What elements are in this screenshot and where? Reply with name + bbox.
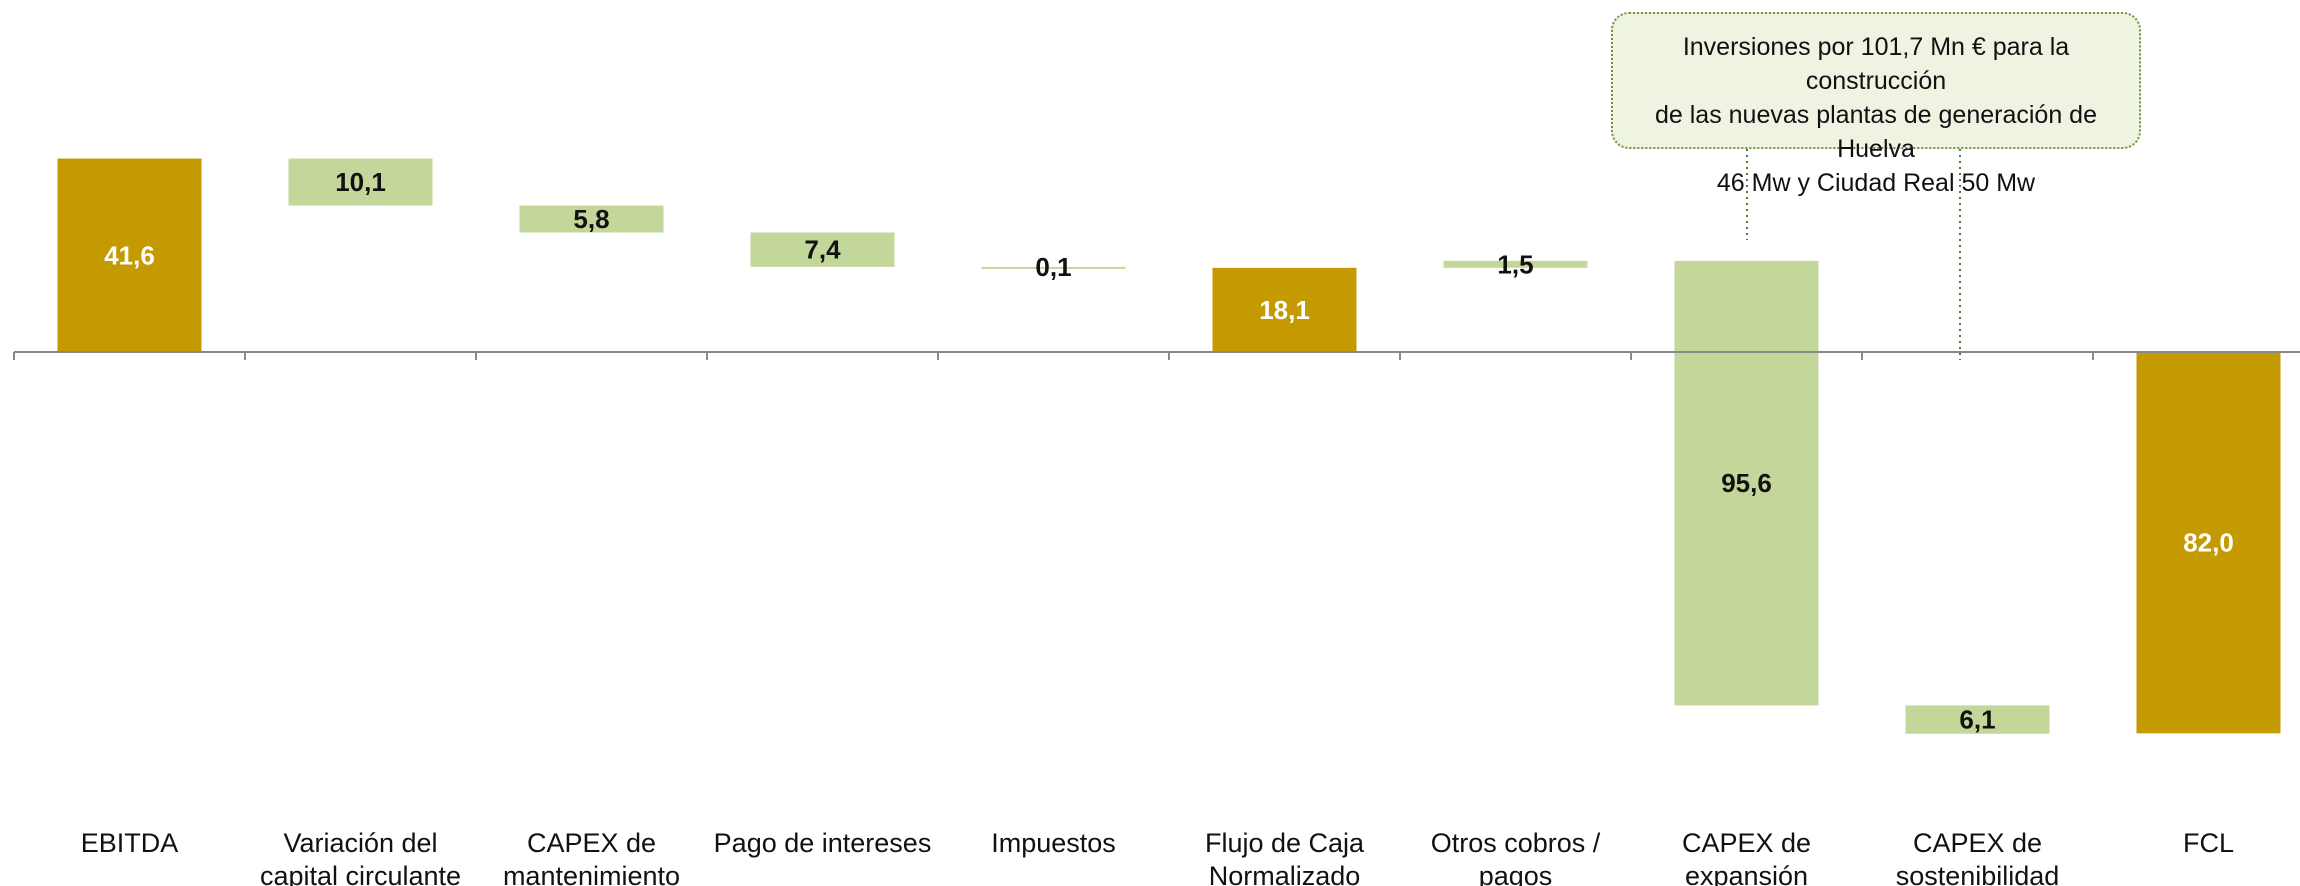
category-label: Flujo de Caja bbox=[1205, 828, 1365, 858]
bar-5 bbox=[981, 266, 1126, 269]
category-label: Normalizado bbox=[1209, 861, 1361, 886]
value-label-9: 6,1 bbox=[1959, 705, 1995, 735]
category-label: Pago de intereses bbox=[714, 828, 932, 858]
bar-9 bbox=[1905, 705, 2050, 734]
annotation-line-3: 46 Mw y Ciudad Real 50 Mw bbox=[1716, 169, 2036, 197]
category-label: Otros cobros / bbox=[1431, 828, 1601, 858]
category-label: Impuestos bbox=[991, 828, 1116, 858]
value-label-1: 41,6 bbox=[104, 240, 155, 270]
bar-6 bbox=[1212, 267, 1357, 352]
value-label-7: 1,5 bbox=[1497, 249, 1533, 279]
bar-7 bbox=[1443, 260, 1588, 268]
category-label: capital circulante bbox=[260, 861, 461, 886]
category-label: CAPEX de bbox=[527, 828, 656, 858]
value-label-4: 7,4 bbox=[804, 235, 841, 265]
bar-8 bbox=[1674, 260, 1819, 706]
bar-4 bbox=[750, 232, 895, 267]
value-label-2: 10,1 bbox=[335, 167, 386, 197]
category-label: CAPEX de bbox=[1682, 828, 1811, 858]
category-label: FCL bbox=[2183, 828, 2234, 858]
bar-2 bbox=[288, 158, 433, 206]
category-label: mantenimiento bbox=[503, 861, 680, 886]
value-label-10: 82,0 bbox=[2183, 528, 2234, 558]
annotation-line-2: de las nuevas plantas de generación de H… bbox=[1655, 101, 2097, 163]
category-label: expansión bbox=[1685, 861, 1808, 886]
value-label-5: 0,1 bbox=[1035, 252, 1071, 282]
category-label: CAPEX de bbox=[1913, 828, 2042, 858]
bar-1 bbox=[57, 158, 202, 352]
category-label: Variación del bbox=[283, 828, 437, 858]
category-label: EBITDA bbox=[81, 828, 179, 858]
annotation-callout: Inversiones por 101,7 Mn € para la const… bbox=[1611, 12, 2141, 197]
annotation-line-1: Inversiones por 101,7 Mn € para la const… bbox=[1682, 33, 2070, 95]
bar-3 bbox=[519, 205, 664, 233]
value-label-8: 95,6 bbox=[1721, 468, 1772, 498]
bar-10 bbox=[2136, 352, 2281, 734]
value-label-3: 5,8 bbox=[573, 204, 609, 234]
category-label: pagos bbox=[1479, 861, 1553, 886]
category-label: sostenibilidad bbox=[1896, 861, 2060, 886]
value-label-6: 18,1 bbox=[1259, 295, 1310, 325]
